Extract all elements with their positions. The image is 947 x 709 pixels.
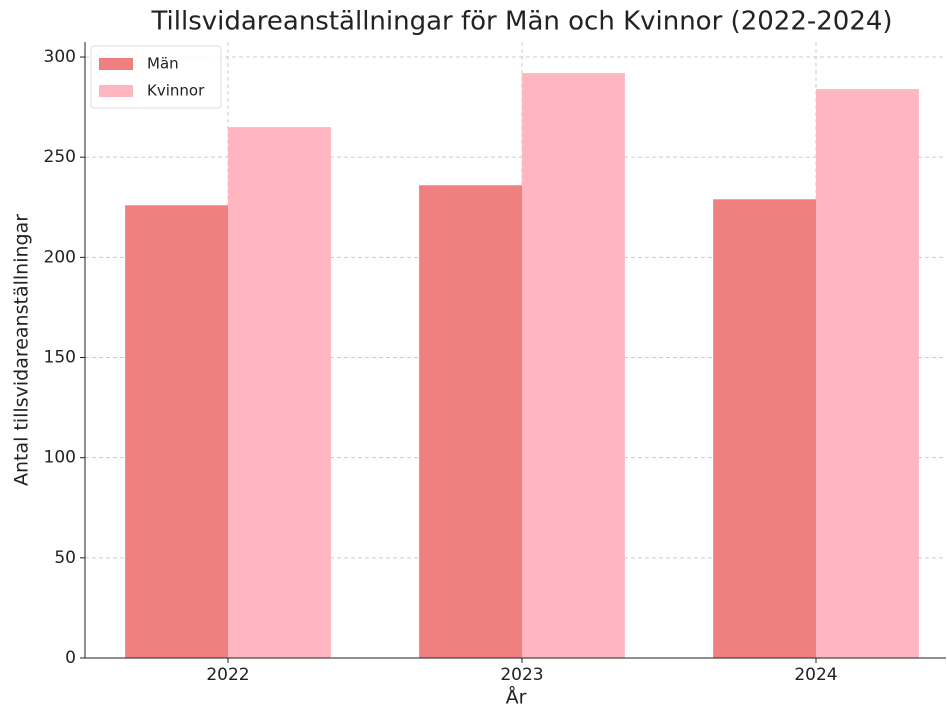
legend-label: Kvinnor bbox=[147, 82, 205, 100]
y-tick-label: 150 bbox=[44, 348, 76, 368]
x-axis-label: År bbox=[506, 686, 527, 709]
legend-label: Män bbox=[147, 55, 179, 73]
bar bbox=[522, 73, 625, 658]
bar bbox=[228, 127, 331, 659]
legend-swatch bbox=[99, 58, 133, 70]
y-tick-label: 200 bbox=[44, 247, 76, 267]
y-tick-label: 0 bbox=[65, 648, 76, 668]
bar bbox=[816, 89, 919, 659]
y-tick-label: 100 bbox=[44, 448, 76, 468]
bar bbox=[713, 199, 816, 658]
legend: Män Kvinnor bbox=[90, 45, 222, 109]
y-tick-label: 250 bbox=[44, 147, 76, 167]
x-tick-label: 2023 bbox=[500, 665, 543, 685]
y-tick-label: 50 bbox=[54, 548, 76, 568]
legend-swatch bbox=[99, 85, 133, 97]
chart-title: Tillsvidareanställningar för Män och Kvi… bbox=[150, 7, 892, 37]
bar bbox=[419, 185, 522, 658]
bar bbox=[125, 205, 228, 658]
x-tick-label: 2024 bbox=[794, 665, 837, 685]
x-tick-label: 2022 bbox=[206, 665, 249, 685]
y-tick-label: 300 bbox=[44, 47, 76, 67]
y-axis-label: Antal tillsvidareanställningar bbox=[11, 214, 33, 486]
